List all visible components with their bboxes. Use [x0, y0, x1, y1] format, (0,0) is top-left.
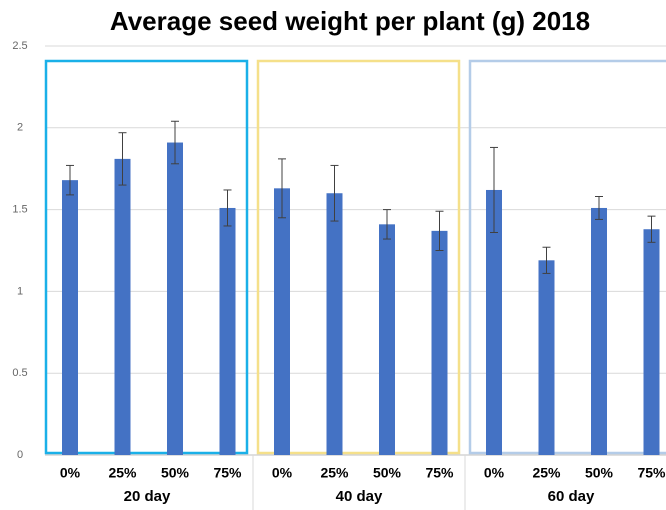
x-tick-label: 75%	[213, 465, 242, 481]
group-box	[44, 59, 249, 455]
y-tick-label: 2.5	[12, 40, 27, 52]
error-bar	[223, 189, 232, 227]
group-box	[468, 59, 666, 455]
x-tick-label: 25%	[320, 465, 349, 481]
error-bar	[383, 209, 391, 240]
x-tick-label: 75%	[637, 465, 666, 481]
bar	[326, 193, 343, 456]
y-tick-label: 0.5	[12, 367, 27, 379]
group-label: 60 day	[548, 488, 595, 505]
bar	[538, 260, 555, 455]
error-bar	[171, 120, 179, 165]
error-bar	[118, 132, 127, 186]
x-tick-label: 50%	[161, 465, 190, 481]
bar	[167, 142, 183, 456]
error-bar	[647, 215, 656, 243]
y-tick-label: 1	[17, 285, 23, 297]
bar	[219, 207, 236, 455]
x-tick-label: 25%	[108, 465, 137, 481]
error-bar	[542, 246, 551, 274]
bar	[114, 158, 131, 455]
bar	[591, 207, 607, 455]
group-label: 20 day	[124, 488, 171, 505]
bar	[62, 180, 78, 456]
bar	[643, 229, 660, 455]
bar	[431, 230, 448, 455]
error-bar	[595, 196, 603, 220]
group-label: 40 day	[336, 488, 383, 505]
error-bar	[278, 158, 286, 219]
x-tick-label: 0%	[272, 465, 293, 481]
x-tick-label: 50%	[585, 465, 614, 481]
error-bar	[490, 146, 498, 234]
bar	[379, 224, 395, 455]
y-tick-label: 1.5	[12, 204, 27, 216]
error-bar	[435, 210, 444, 251]
group-box	[256, 59, 461, 455]
error-bar	[66, 164, 74, 196]
x-tick-label: 50%	[373, 465, 402, 481]
x-tick-label: 0%	[484, 465, 505, 481]
x-tick-label: 25%	[532, 465, 561, 481]
y-tick-label: 2	[17, 122, 23, 134]
bar	[274, 188, 290, 455]
x-tick-label: 75%	[425, 465, 454, 481]
y-tick-label: 0	[17, 449, 23, 461]
error-bar	[330, 164, 339, 222]
x-tick-label: 0%	[60, 465, 81, 481]
chart-title: Average seed weight per plant (g) 2018	[110, 6, 590, 36]
bar	[486, 189, 502, 455]
